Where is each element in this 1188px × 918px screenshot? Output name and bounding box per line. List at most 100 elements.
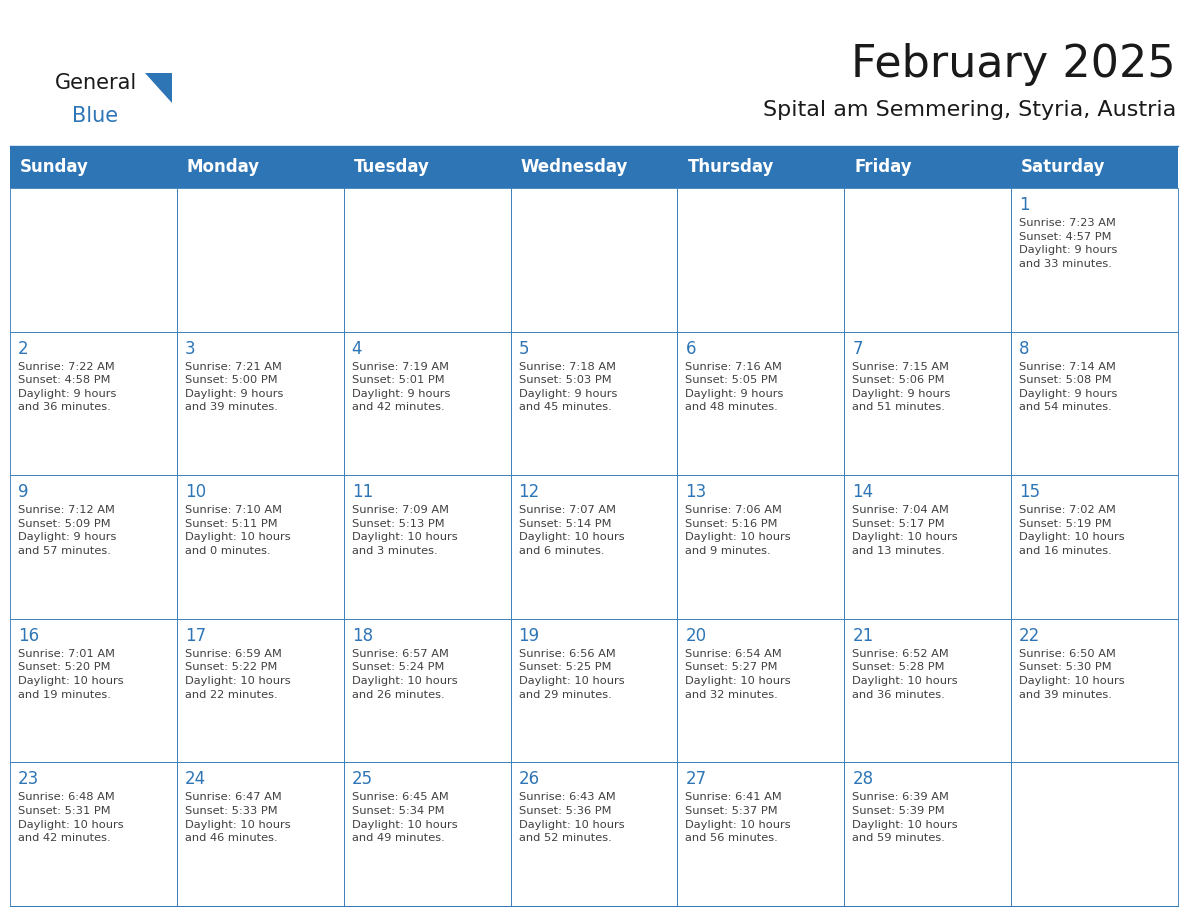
Text: Sunrise: 7:16 AM
Sunset: 5:05 PM
Daylight: 9 hours
and 48 minutes.: Sunrise: 7:16 AM Sunset: 5:05 PM Dayligh… [685, 362, 784, 412]
FancyBboxPatch shape [343, 619, 511, 763]
Text: Saturday: Saturday [1022, 158, 1106, 176]
Text: Friday: Friday [854, 158, 912, 176]
Text: 1: 1 [1019, 196, 1030, 214]
Text: 24: 24 [185, 770, 206, 789]
Text: 14: 14 [852, 483, 873, 501]
FancyBboxPatch shape [677, 619, 845, 763]
Text: February 2025: February 2025 [852, 43, 1176, 86]
FancyBboxPatch shape [677, 331, 845, 476]
Text: 8: 8 [1019, 340, 1030, 358]
Text: Sunrise: 7:10 AM
Sunset: 5:11 PM
Daylight: 10 hours
and 0 minutes.: Sunrise: 7:10 AM Sunset: 5:11 PM Dayligh… [185, 505, 291, 556]
FancyBboxPatch shape [177, 476, 343, 619]
Text: Sunrise: 6:47 AM
Sunset: 5:33 PM
Daylight: 10 hours
and 46 minutes.: Sunrise: 6:47 AM Sunset: 5:33 PM Dayligh… [185, 792, 291, 844]
Text: 9: 9 [18, 483, 29, 501]
FancyBboxPatch shape [10, 331, 177, 476]
Text: 21: 21 [852, 627, 873, 644]
Text: Blue: Blue [72, 106, 118, 126]
Text: Thursday: Thursday [688, 158, 773, 176]
Text: Sunrise: 7:02 AM
Sunset: 5:19 PM
Daylight: 10 hours
and 16 minutes.: Sunrise: 7:02 AM Sunset: 5:19 PM Dayligh… [1019, 505, 1125, 556]
Text: 18: 18 [352, 627, 373, 644]
FancyBboxPatch shape [677, 763, 845, 906]
Text: 7: 7 [852, 340, 862, 358]
FancyBboxPatch shape [677, 146, 845, 188]
Text: Sunrise: 6:41 AM
Sunset: 5:37 PM
Daylight: 10 hours
and 56 minutes.: Sunrise: 6:41 AM Sunset: 5:37 PM Dayligh… [685, 792, 791, 844]
FancyBboxPatch shape [845, 331, 1011, 476]
FancyBboxPatch shape [845, 188, 1011, 331]
FancyBboxPatch shape [177, 188, 343, 331]
Text: 22: 22 [1019, 627, 1041, 644]
FancyBboxPatch shape [845, 146, 1011, 188]
Text: Sunrise: 7:22 AM
Sunset: 4:58 PM
Daylight: 9 hours
and 36 minutes.: Sunrise: 7:22 AM Sunset: 4:58 PM Dayligh… [18, 362, 116, 412]
Text: 3: 3 [185, 340, 196, 358]
FancyBboxPatch shape [177, 331, 343, 476]
Text: 19: 19 [519, 627, 539, 644]
Text: Sunrise: 6:39 AM
Sunset: 5:39 PM
Daylight: 10 hours
and 59 minutes.: Sunrise: 6:39 AM Sunset: 5:39 PM Dayligh… [852, 792, 958, 844]
FancyBboxPatch shape [511, 619, 677, 763]
Text: 26: 26 [519, 770, 539, 789]
Text: Sunday: Sunday [20, 158, 89, 176]
FancyBboxPatch shape [1011, 146, 1178, 188]
Text: Wednesday: Wednesday [520, 158, 628, 176]
Text: Spital am Semmering, Styria, Austria: Spital am Semmering, Styria, Austria [763, 100, 1176, 120]
FancyBboxPatch shape [677, 476, 845, 619]
FancyBboxPatch shape [677, 188, 845, 331]
FancyBboxPatch shape [1011, 619, 1178, 763]
Text: Sunrise: 7:06 AM
Sunset: 5:16 PM
Daylight: 10 hours
and 9 minutes.: Sunrise: 7:06 AM Sunset: 5:16 PM Dayligh… [685, 505, 791, 556]
FancyBboxPatch shape [511, 476, 677, 619]
Text: Sunrise: 6:56 AM
Sunset: 5:25 PM
Daylight: 10 hours
and 29 minutes.: Sunrise: 6:56 AM Sunset: 5:25 PM Dayligh… [519, 649, 624, 700]
Text: Sunrise: 7:12 AM
Sunset: 5:09 PM
Daylight: 9 hours
and 57 minutes.: Sunrise: 7:12 AM Sunset: 5:09 PM Dayligh… [18, 505, 116, 556]
Text: Sunrise: 7:01 AM
Sunset: 5:20 PM
Daylight: 10 hours
and 19 minutes.: Sunrise: 7:01 AM Sunset: 5:20 PM Dayligh… [18, 649, 124, 700]
Polygon shape [145, 73, 172, 103]
FancyBboxPatch shape [511, 188, 677, 331]
FancyBboxPatch shape [343, 763, 511, 906]
FancyBboxPatch shape [511, 331, 677, 476]
FancyBboxPatch shape [1011, 188, 1178, 331]
FancyBboxPatch shape [10, 476, 177, 619]
FancyBboxPatch shape [177, 619, 343, 763]
Text: Sunrise: 7:07 AM
Sunset: 5:14 PM
Daylight: 10 hours
and 6 minutes.: Sunrise: 7:07 AM Sunset: 5:14 PM Dayligh… [519, 505, 624, 556]
Text: 6: 6 [685, 340, 696, 358]
FancyBboxPatch shape [10, 146, 177, 188]
Text: Sunrise: 7:18 AM
Sunset: 5:03 PM
Daylight: 9 hours
and 45 minutes.: Sunrise: 7:18 AM Sunset: 5:03 PM Dayligh… [519, 362, 617, 412]
Text: Sunrise: 6:52 AM
Sunset: 5:28 PM
Daylight: 10 hours
and 36 minutes.: Sunrise: 6:52 AM Sunset: 5:28 PM Dayligh… [852, 649, 958, 700]
FancyBboxPatch shape [343, 188, 511, 331]
FancyBboxPatch shape [10, 188, 177, 331]
FancyBboxPatch shape [1011, 476, 1178, 619]
Text: 15: 15 [1019, 483, 1041, 501]
Text: Sunrise: 7:09 AM
Sunset: 5:13 PM
Daylight: 10 hours
and 3 minutes.: Sunrise: 7:09 AM Sunset: 5:13 PM Dayligh… [352, 505, 457, 556]
Text: 23: 23 [18, 770, 39, 789]
Text: General: General [55, 73, 138, 93]
Text: 13: 13 [685, 483, 707, 501]
Text: Sunrise: 6:45 AM
Sunset: 5:34 PM
Daylight: 10 hours
and 49 minutes.: Sunrise: 6:45 AM Sunset: 5:34 PM Dayligh… [352, 792, 457, 844]
FancyBboxPatch shape [343, 331, 511, 476]
Text: Tuesday: Tuesday [354, 158, 430, 176]
Text: 17: 17 [185, 627, 206, 644]
FancyBboxPatch shape [10, 619, 177, 763]
FancyBboxPatch shape [343, 146, 511, 188]
Text: Sunrise: 7:14 AM
Sunset: 5:08 PM
Daylight: 9 hours
and 54 minutes.: Sunrise: 7:14 AM Sunset: 5:08 PM Dayligh… [1019, 362, 1118, 412]
FancyBboxPatch shape [1011, 331, 1178, 476]
Text: 4: 4 [352, 340, 362, 358]
Text: Sunrise: 6:43 AM
Sunset: 5:36 PM
Daylight: 10 hours
and 52 minutes.: Sunrise: 6:43 AM Sunset: 5:36 PM Dayligh… [519, 792, 624, 844]
Text: Sunrise: 7:21 AM
Sunset: 5:00 PM
Daylight: 9 hours
and 39 minutes.: Sunrise: 7:21 AM Sunset: 5:00 PM Dayligh… [185, 362, 283, 412]
FancyBboxPatch shape [845, 476, 1011, 619]
Text: 10: 10 [185, 483, 206, 501]
Text: 25: 25 [352, 770, 373, 789]
Text: 5: 5 [519, 340, 529, 358]
FancyBboxPatch shape [177, 763, 343, 906]
FancyBboxPatch shape [845, 763, 1011, 906]
Text: Sunrise: 6:59 AM
Sunset: 5:22 PM
Daylight: 10 hours
and 22 minutes.: Sunrise: 6:59 AM Sunset: 5:22 PM Dayligh… [185, 649, 291, 700]
Text: 16: 16 [18, 627, 39, 644]
FancyBboxPatch shape [177, 146, 343, 188]
FancyBboxPatch shape [1011, 763, 1178, 906]
FancyBboxPatch shape [845, 619, 1011, 763]
Text: Sunrise: 6:50 AM
Sunset: 5:30 PM
Daylight: 10 hours
and 39 minutes.: Sunrise: 6:50 AM Sunset: 5:30 PM Dayligh… [1019, 649, 1125, 700]
Text: 12: 12 [519, 483, 539, 501]
Text: Sunrise: 7:19 AM
Sunset: 5:01 PM
Daylight: 9 hours
and 42 minutes.: Sunrise: 7:19 AM Sunset: 5:01 PM Dayligh… [352, 362, 450, 412]
FancyBboxPatch shape [10, 763, 177, 906]
Text: 11: 11 [352, 483, 373, 501]
FancyBboxPatch shape [343, 476, 511, 619]
Text: Sunrise: 6:57 AM
Sunset: 5:24 PM
Daylight: 10 hours
and 26 minutes.: Sunrise: 6:57 AM Sunset: 5:24 PM Dayligh… [352, 649, 457, 700]
Text: 28: 28 [852, 770, 873, 789]
Text: 2: 2 [18, 340, 29, 358]
